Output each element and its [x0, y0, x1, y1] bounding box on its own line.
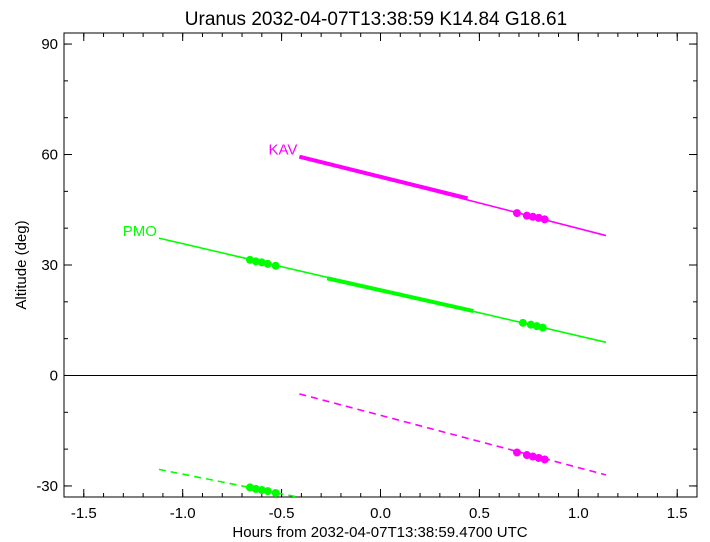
pmo-below-point — [257, 486, 266, 495]
x-tick-label-1: -1.0 — [170, 505, 196, 522]
pmo-below-point — [251, 484, 260, 493]
axis-ticks: -1.5 -1.0 -0.5 0.0 0.5 1.0 1.5 -30 0 30 60 90 — [36, 33, 698, 522]
kav-point — [528, 212, 537, 221]
kav-label: KAV — [269, 142, 298, 159]
kav-below-point — [540, 455, 549, 464]
y-tick-label-3: 60 — [41, 147, 58, 164]
kav-point — [540, 215, 549, 224]
y-tick-label-4: 90 — [41, 36, 58, 53]
kav-below-point — [512, 448, 521, 457]
plot-frame — [63, 32, 698, 498]
x-tick-label-4: 0.5 — [469, 505, 490, 522]
pmo-point — [263, 259, 272, 268]
pmo-point — [251, 257, 260, 266]
x-tick-label-2: -0.5 — [269, 505, 295, 522]
pmo-point — [271, 261, 280, 270]
pmo-point — [518, 318, 527, 327]
pmo-below-point — [263, 487, 272, 496]
y-tick-label-1: 0 — [50, 367, 58, 384]
pmo-label: PMO — [123, 223, 157, 240]
kav-night-segment — [298, 154, 469, 201]
data-layer: KAV PMO — [64, 142, 697, 498]
x-tick-label-6: 1.5 — [667, 505, 688, 522]
chart-title: Uranus 2032-04-07T13:38:59 K14.84 G18.61 — [185, 9, 567, 30]
kav-below-horizon-line — [299, 393, 607, 476]
pmo-below-point — [271, 488, 280, 497]
y-axis-label: Altitude (deg) — [13, 220, 30, 309]
pmo-night-segment — [326, 276, 474, 313]
kav-point — [512, 209, 521, 218]
kav-point — [522, 211, 531, 220]
y-tick-label-0: -30 — [36, 478, 58, 495]
pmo-point — [538, 323, 547, 332]
x-tick-label-5: 1.0 — [568, 505, 589, 522]
x-tick-label-3: 0.0 — [370, 505, 391, 522]
x-tick-label-0: -1.5 — [71, 505, 97, 522]
x-axis-label: Hours from 2032-04-07T13:38:59.4700 UTC — [232, 524, 527, 541]
y-tick-label-2: 30 — [41, 257, 58, 274]
